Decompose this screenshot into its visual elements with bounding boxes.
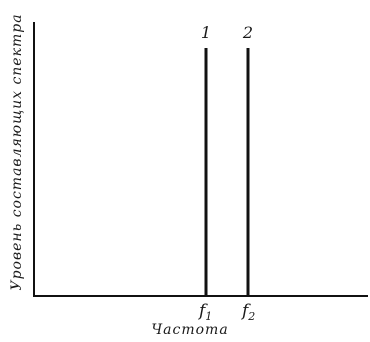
y-axis-label: Уровень составляющих спектра xyxy=(9,13,25,290)
x-tick-label-f2: f2 xyxy=(240,301,255,323)
spectral-line-label-1: 1 xyxy=(201,23,211,42)
x-tick-label-f1: f1 xyxy=(197,301,212,323)
spectral-line-label-2: 2 xyxy=(242,23,253,42)
x-axis-label: Частота xyxy=(151,322,228,338)
